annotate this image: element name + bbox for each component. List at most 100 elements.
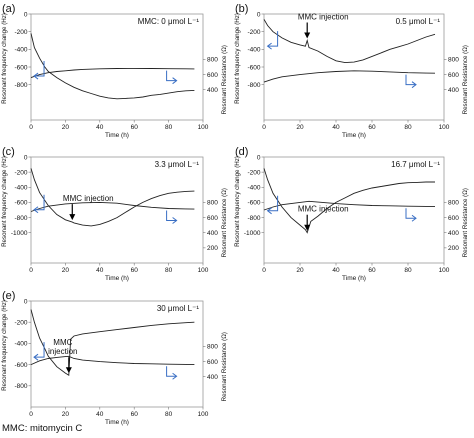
y-tick-label: -400 <box>247 185 260 192</box>
x-tick-label: 0 <box>29 124 33 131</box>
x-tick-label: 80 <box>404 267 412 274</box>
y-tick-label: -1000 <box>11 230 28 237</box>
resistance-series-line <box>30 355 195 366</box>
y-right-tick-label: 400 <box>207 374 218 381</box>
right-axis-indicator-arrow <box>166 210 177 221</box>
y-tick-label: -800 <box>247 215 260 222</box>
right-axis-indicator-arrowhead <box>172 77 178 85</box>
injection-label: MMC <box>53 338 72 347</box>
panel-label: (e) <box>2 290 15 302</box>
y-right-tick-label: 800 <box>207 57 218 64</box>
chart-panel-a: 0 20 40 60 80 100 Time (h) 0 -200 -400 -600 -800 Res… <box>1 3 228 139</box>
injection-arrow-head <box>304 224 311 231</box>
concentration-annotation: 16.7 μmol L⁻¹ <box>391 160 440 169</box>
frequency-series-line <box>30 168 195 227</box>
y-axis-label-left: Resonant frequency change (Hz) <box>234 13 241 104</box>
injection-arrow-head <box>65 367 72 374</box>
x-tick-label: 40 <box>332 124 340 131</box>
resistance-series-line <box>263 70 436 83</box>
y-right-tick-label: 600 <box>448 215 459 222</box>
y-tick-label: -800 <box>14 82 27 89</box>
y-right-tick-label: 400 <box>448 230 459 237</box>
y-tick-label: -600 <box>14 362 27 369</box>
x-tick-label: 20 <box>296 124 304 131</box>
x-tick-label: 100 <box>198 411 209 418</box>
frequency-series-line <box>263 168 435 234</box>
y-tick-label: -400 <box>247 47 260 54</box>
y-tick-label: -200 <box>247 169 260 176</box>
injection-label: MMC injection <box>298 205 349 214</box>
left-axis-indicator-arrow <box>267 31 279 47</box>
y-right-tick-label: 600 <box>207 359 218 366</box>
x-axis-label: Time (h) <box>105 419 129 426</box>
y-tick-label: -800 <box>14 215 27 222</box>
plot-frame <box>263 13 445 121</box>
left-axis-indicator-arrowhead <box>266 207 272 215</box>
left-axis-indicator-arrow <box>34 61 45 77</box>
y-tick-label: -200 <box>14 29 27 36</box>
x-tick-label: 40 <box>96 124 104 131</box>
concentration-annotation: 0.5 μmol L⁻¹ <box>396 17 441 26</box>
y-tick-label: -1000 <box>244 230 261 237</box>
x-tick-label: 80 <box>165 267 173 274</box>
x-tick-label: 80 <box>404 124 412 131</box>
injection-arrow-head <box>304 32 311 39</box>
injection-label: MMC injection <box>63 194 114 203</box>
x-tick-label: 0 <box>29 411 33 418</box>
x-tick-label: 100 <box>439 124 450 131</box>
y-right-tick-label: 400 <box>207 87 218 94</box>
resistance-series-line <box>30 201 195 212</box>
y-tick-label: -400 <box>14 341 27 348</box>
frequency-series-line <box>263 19 436 64</box>
x-axis-label: Time (h) <box>105 132 129 139</box>
x-tick-label: 40 <box>96 411 104 418</box>
y-tick-label: -200 <box>247 29 260 36</box>
x-tick-label: 40 <box>332 267 340 274</box>
y-tick-label: -600 <box>247 64 260 71</box>
left-axis-indicator-arrow <box>34 342 45 358</box>
right-axis-indicator-arrowhead <box>411 81 417 89</box>
frequency-series-line <box>30 33 195 100</box>
resistance-series-line <box>263 200 435 211</box>
plot-frame <box>263 156 445 264</box>
right-axis-indicator-arrowhead <box>172 372 178 380</box>
y-axis-label-left: Resonant frequency change (Hz) <box>1 13 8 104</box>
concentration-annotation: 3.3 μmol L⁻¹ <box>155 160 200 169</box>
y-tick-label: -600 <box>247 200 260 207</box>
y-right-tick-label: 600 <box>207 215 218 222</box>
x-tick-label: 20 <box>62 124 70 131</box>
x-tick-label: 60 <box>131 124 139 131</box>
y-right-tick-label: 600 <box>207 72 218 79</box>
y-axis-label-left: Resonant frequency change (Hz) <box>1 300 8 391</box>
x-tick-label: 20 <box>62 411 70 418</box>
chart-panel-c: 0 20 40 60 80 100 Time (h) 0 -200 -400 -600 -800 -10… <box>1 146 228 282</box>
y-tick-label: -200 <box>14 169 27 176</box>
injection-label: MMC injection <box>298 13 349 22</box>
chart-panel-b: 0 20 40 60 80 100 Time (h) 0 -200 -400 -600 -800 Res… <box>234 3 469 139</box>
panel-label: (b) <box>235 3 248 15</box>
y-right-tick-label: 600 <box>448 72 459 79</box>
right-axis-indicator-arrow <box>405 74 416 86</box>
left-axis-indicator-arrowhead <box>266 42 272 50</box>
x-tick-label: 20 <box>296 267 304 274</box>
footnote: MMC: mitomycin C <box>2 423 83 434</box>
x-tick-label: 100 <box>198 124 209 131</box>
chart-panel-e: 0 20 40 60 80 100 Time (h) 0 -200 -400 -600 -800 Res… <box>1 290 228 426</box>
x-tick-label: 100 <box>439 267 450 274</box>
x-axis-label: Time (h) <box>105 275 129 282</box>
x-tick-label: 80 <box>165 124 173 131</box>
y-tick-label: -600 <box>14 64 27 71</box>
left-axis-indicator-arrowhead <box>33 353 39 361</box>
plot-frame <box>30 13 204 121</box>
y-tick-label: -800 <box>14 383 27 390</box>
panel-label: (a) <box>2 3 15 15</box>
y-axis-label-right: Resonant Resistance (Ω) <box>221 332 228 401</box>
y-tick-label: 0 <box>24 11 28 18</box>
y-right-tick-label: 800 <box>448 57 459 64</box>
y-axis-label-right: Resonant Resistance (Ω) <box>462 45 469 114</box>
right-axis-indicator-arrowhead <box>411 214 417 222</box>
concentration-annotation: 30 μmol L⁻¹ <box>157 304 200 313</box>
panel-label: (d) <box>235 146 248 158</box>
y-tick-label: -400 <box>14 185 27 192</box>
y-tick-label: 0 <box>24 298 28 305</box>
